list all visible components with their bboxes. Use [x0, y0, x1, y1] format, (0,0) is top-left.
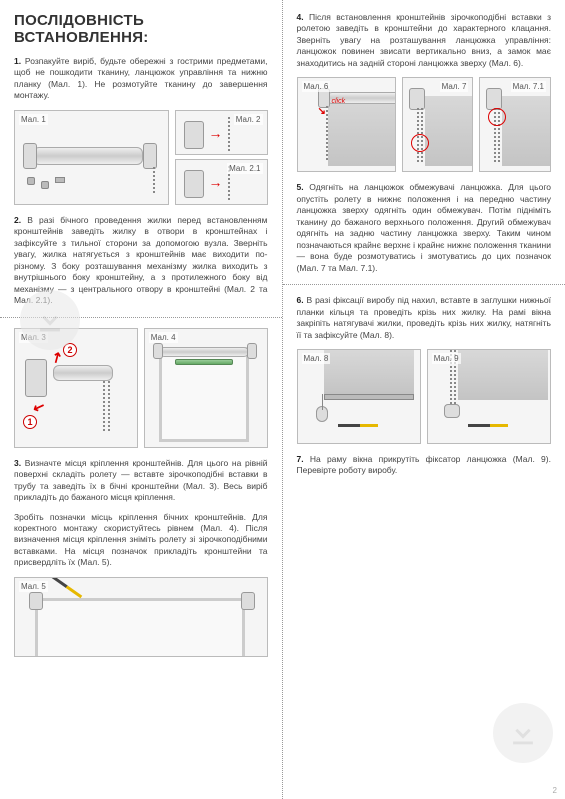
- figure-4: Мал. 4: [144, 328, 268, 448]
- step-7-body: На раму вікна прикрутіть фіксатор ланцюж…: [297, 454, 551, 475]
- callout-1: 1: [23, 415, 37, 429]
- figure-9: Мал. 9: [427, 349, 551, 444]
- figure-7-label: Мал. 7: [440, 81, 469, 92]
- figure-8-label: Мал. 8: [302, 353, 331, 364]
- figure-7: Мал. 7: [402, 77, 474, 172]
- figure-8: Мал. 8: [297, 349, 421, 444]
- page-number: 2: [553, 786, 557, 795]
- step-3a-body: Визначте місця кріплення кронштейнів. Дл…: [14, 458, 268, 502]
- click-label: click: [332, 98, 346, 105]
- callout-2: 2: [63, 343, 77, 357]
- figure-row-1: Мал. 1 Мал. 2 → Мал. 2.1: [14, 110, 268, 205]
- step-6-num: 6.: [297, 295, 304, 305]
- step-1-text: 1. Розпакуйте виріб, будьте обережні з г…: [14, 56, 268, 102]
- step-1-num: 1.: [14, 56, 21, 66]
- figure-6: Мал. 6 click ↘: [297, 77, 396, 172]
- step-6-text: 6. В разі фіксації виробу під нахил, вст…: [297, 295, 552, 341]
- step-2-text: 2. В разі бічного проведення жилки перед…: [14, 215, 268, 307]
- step-5-num: 5.: [297, 182, 304, 192]
- figure-2-1-label: Мал. 2.1: [227, 163, 262, 174]
- figure-5-label: Мал. 5: [19, 581, 48, 592]
- step-1-body: Розпакуйте виріб, будьте обережні з гост…: [14, 56, 268, 100]
- figure-6-label: Мал. 6: [302, 81, 331, 92]
- figure-row-2: Мал. 3 ↗ ↗ 1 2 Мал. 4: [14, 328, 268, 448]
- step-3-num: 3.: [14, 458, 21, 468]
- watermark-icon-2: [493, 703, 553, 763]
- step-3a-text: 3. Визначте місця кріплення кронштейнів.…: [14, 458, 268, 504]
- figure-7-1-label: Мал. 7.1: [511, 81, 546, 92]
- left-column: ПОСЛІДОВНІСТЬ ВСТАНОВЛЕННЯ: 1. Розпакуйт…: [0, 0, 283, 799]
- step-4-body: Після встановлення кронштейнів зірочкопо…: [297, 12, 552, 68]
- figure-row-5: Мал. 8 Мал. 9: [297, 349, 552, 444]
- page-title: ПОСЛІДОВНІСТЬ ВСТАНОВЛЕННЯ:: [14, 12, 268, 46]
- figure-2-1: Мал. 2.1 →: [175, 159, 267, 205]
- figure-row-4: Мал. 6 click ↘ Мал. 7 Мал. 7.1: [297, 77, 552, 172]
- figure-row-3: Мал. 5: [14, 577, 268, 657]
- figure-9-label: Мал. 9: [432, 353, 461, 364]
- figure-1-label: Мал. 1: [19, 114, 48, 125]
- step-4-num: 4.: [297, 12, 304, 22]
- right-column: 4. Після встановлення кронштейнів зірочк…: [283, 0, 565, 799]
- step-5-text: 5. Одягніть на ланцюжок обмежувачі ланцю…: [297, 182, 552, 274]
- step-2-body: В разі бічного проведення жилки перед вс…: [14, 215, 268, 305]
- step-3b-text: Зробіть позначки місць кріплення бічних …: [14, 512, 268, 569]
- step-7-num: 7.: [297, 454, 304, 464]
- figure-2-label: Мал. 2: [234, 114, 263, 125]
- figure-2: Мал. 2 →: [175, 110, 267, 156]
- step-4-text: 4. Після встановлення кронштейнів зірочк…: [297, 12, 552, 69]
- step-6-body: В разі фіксації виробу під нахил, вставт…: [297, 295, 552, 339]
- figure-5: Мал. 5: [14, 577, 268, 657]
- step-5-body: Одягніть на ланцюжок обмежувачі ланцюжка…: [297, 182, 552, 272]
- figure-3: Мал. 3 ↗ ↗ 1 2: [14, 328, 138, 448]
- step-2-num: 2.: [14, 215, 21, 225]
- figure-4-label: Мал. 4: [149, 332, 178, 343]
- step-7-text: 7. На раму вікна прикрутіть фіксатор лан…: [297, 454, 552, 477]
- figure-1: Мал. 1: [14, 110, 169, 205]
- figure-7-1: Мал. 7.1: [479, 77, 551, 172]
- figure-3-label: Мал. 3: [19, 332, 48, 343]
